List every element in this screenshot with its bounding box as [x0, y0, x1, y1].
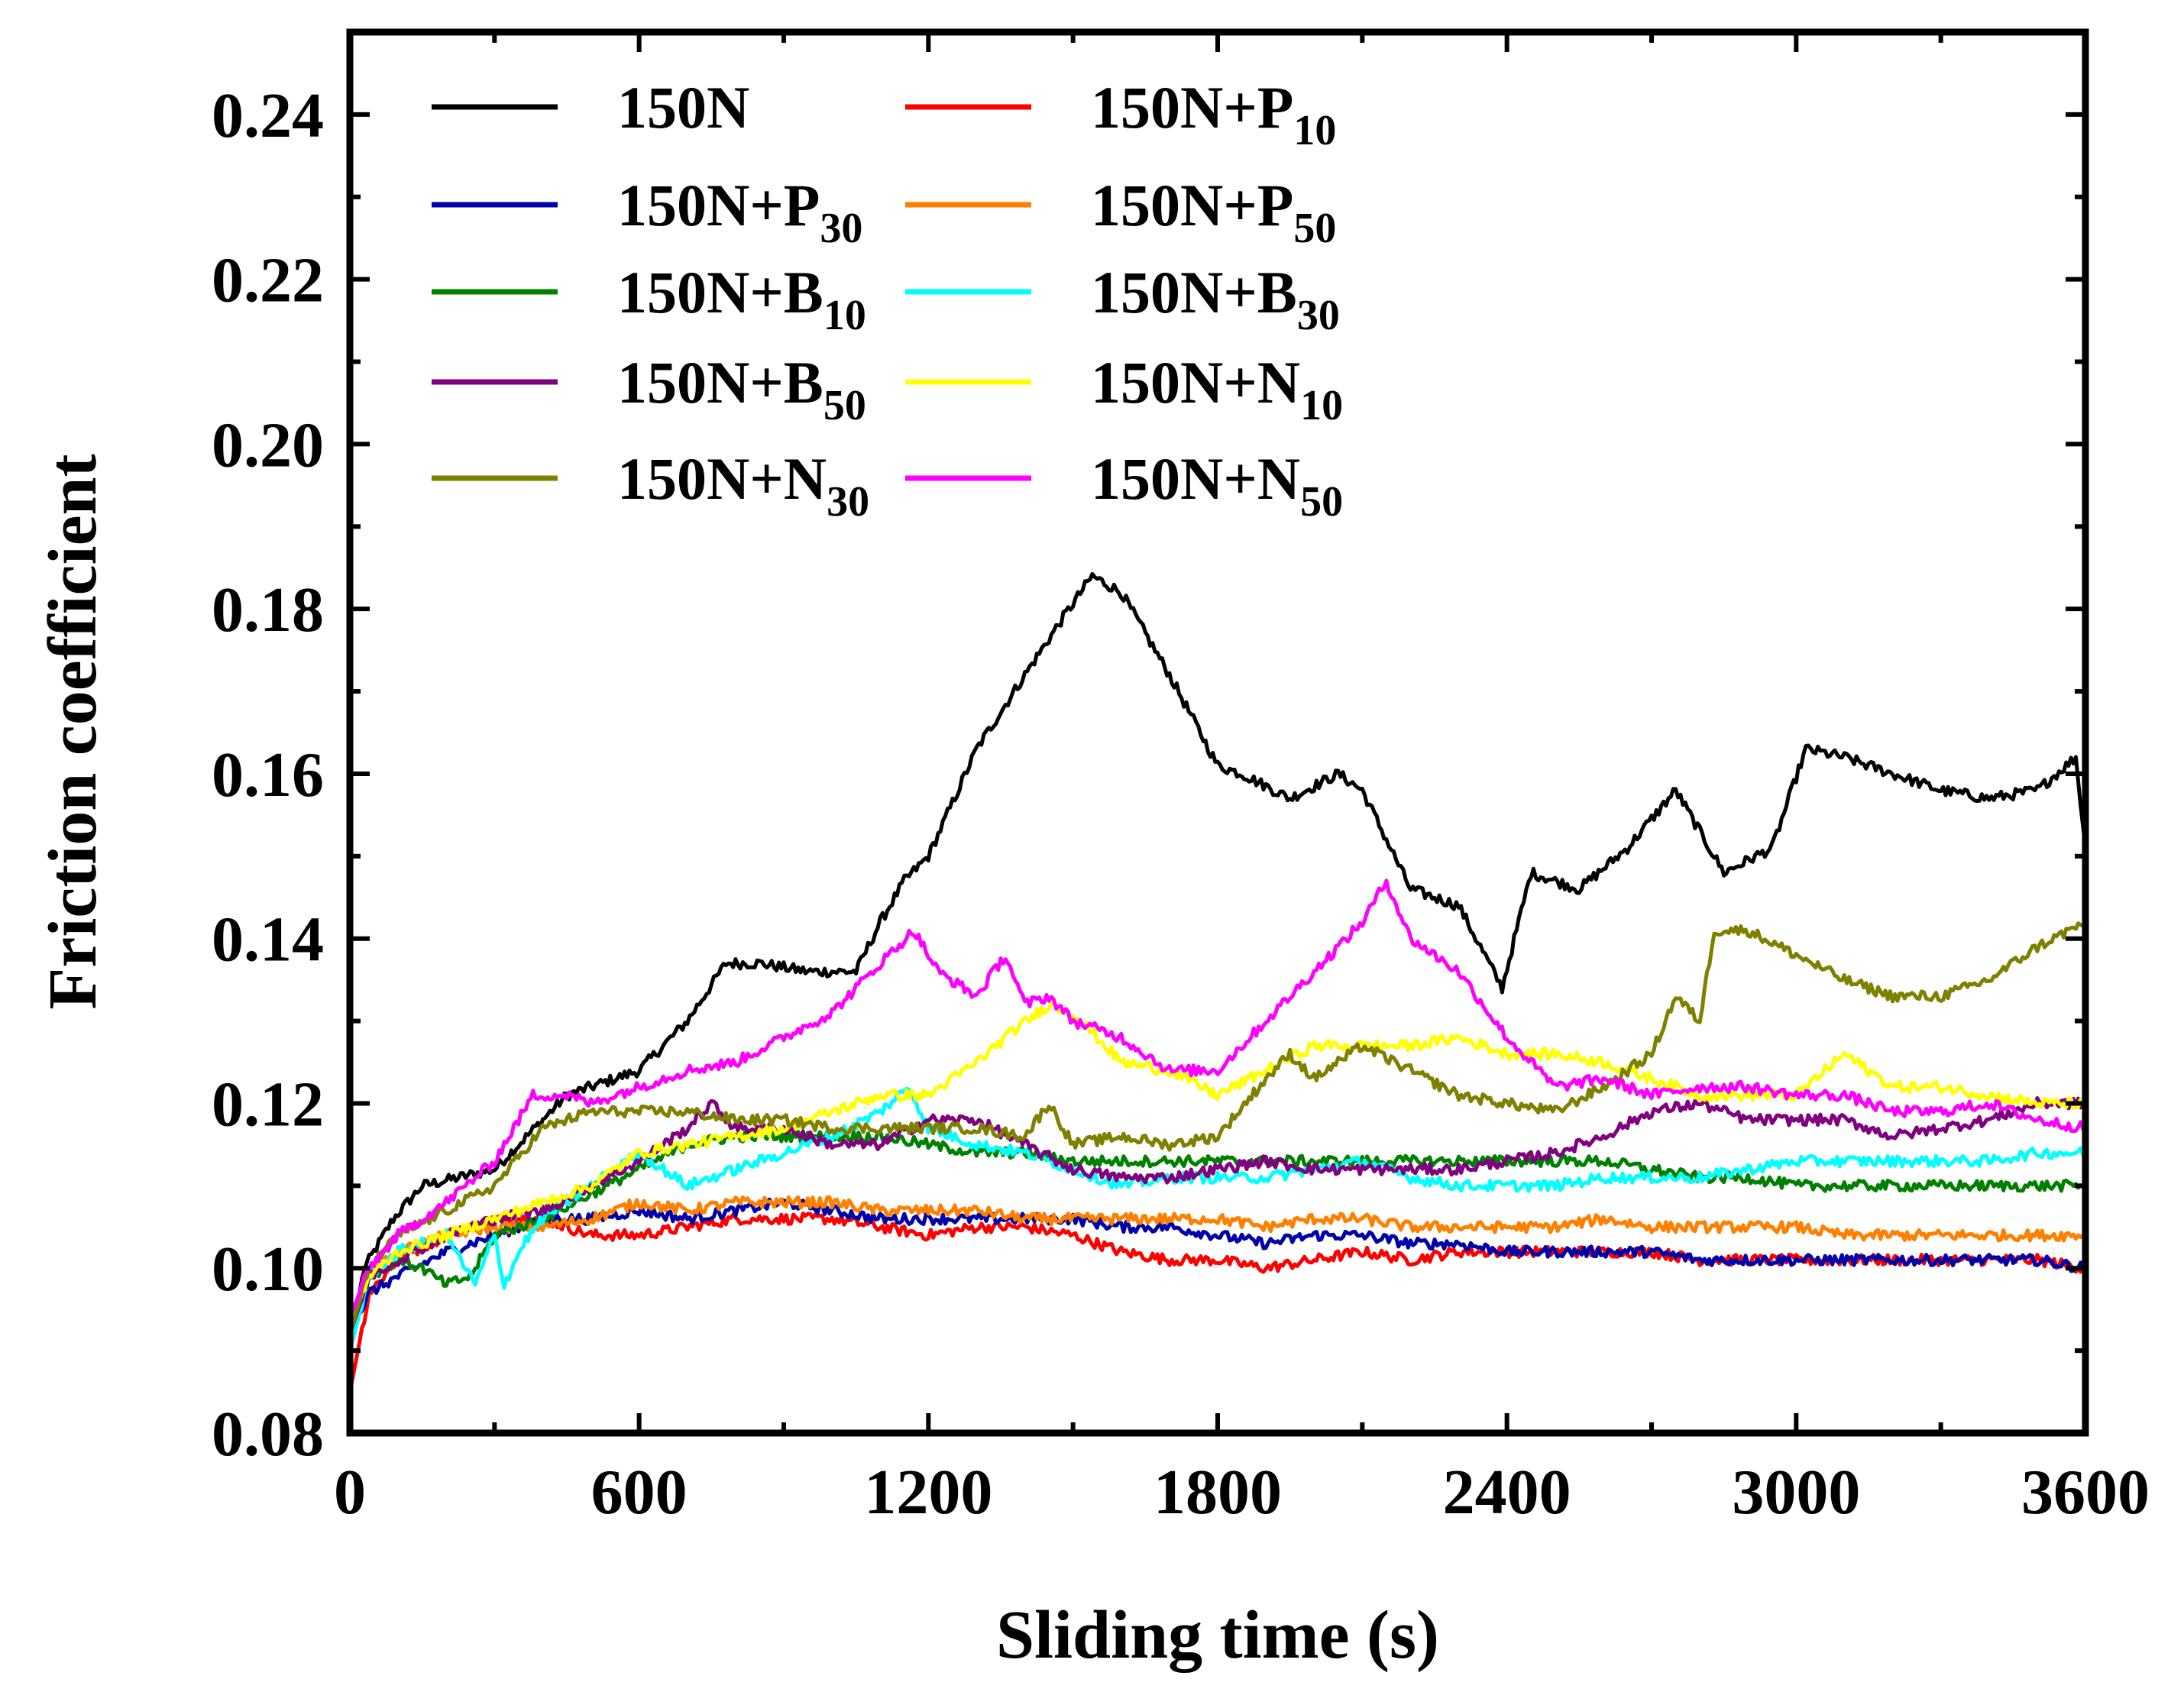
y-tick-label: 0.16	[212, 739, 324, 810]
x-tick-label: 0	[334, 1457, 366, 1528]
legend-label: 150N	[617, 74, 749, 141]
x-tick-label: 3000	[1732, 1457, 1860, 1528]
y-tick-label: 0.24	[212, 80, 324, 151]
legend-label-subscript: 10	[823, 292, 866, 339]
y-tick-label: 0.12	[212, 1069, 324, 1140]
series-line-150n-p10	[350, 1212, 2085, 1393]
x-tick-label: 1800	[1153, 1457, 1282, 1528]
series-line-150n-p50	[350, 1195, 2085, 1327]
x-tick-label: 2400	[1443, 1457, 1571, 1528]
series-line-150n-b30	[350, 1086, 2085, 1351]
legend-label-subscript: 10	[1300, 382, 1343, 429]
x-tick-label: 1200	[864, 1457, 992, 1528]
series-line-150n-n30	[350, 920, 2085, 1335]
legend-label-subscript: 30	[820, 205, 862, 252]
legend-label-subscript: 50	[1300, 478, 1343, 526]
y-tick-label: 0.10	[212, 1234, 324, 1305]
y-tick-label: 0.20	[212, 409, 324, 480]
legend-label-subscript: 30	[1297, 292, 1340, 339]
series-line-150n-n50	[350, 878, 2085, 1318]
x-tick-label: 600	[591, 1457, 688, 1528]
legend-label-subscript: 30	[827, 478, 869, 526]
series-line-150n-b50	[350, 1096, 2085, 1335]
legend-label-subscript: 50	[823, 382, 866, 429]
y-tick-label: 0.14	[212, 904, 324, 975]
axes-layer: 0 600 1200 1800 2400 3000 3600 0.08 0.10 0.12 0.14…	[212, 28, 2150, 1528]
x-tick-label: 3600	[2021, 1457, 2150, 1528]
y-tick-label: 0.08	[212, 1399, 324, 1470]
x-axis-title: Sliding time (s)	[996, 1597, 1439, 1673]
legend-label-subscript: 50	[1293, 205, 1336, 252]
series-layer	[350, 571, 2085, 1393]
series-line-150n-p30	[350, 1197, 2085, 1335]
series-line-150n	[350, 571, 2085, 1343]
legend-label-subscript: 10	[1293, 107, 1336, 154]
y-tick-label: 0.22	[212, 245, 324, 316]
y-axis-title: Friction coefficient	[35, 454, 111, 1009]
legend-entry: 150N	[432, 74, 749, 141]
y-tick-label: 0.18	[212, 574, 324, 645]
